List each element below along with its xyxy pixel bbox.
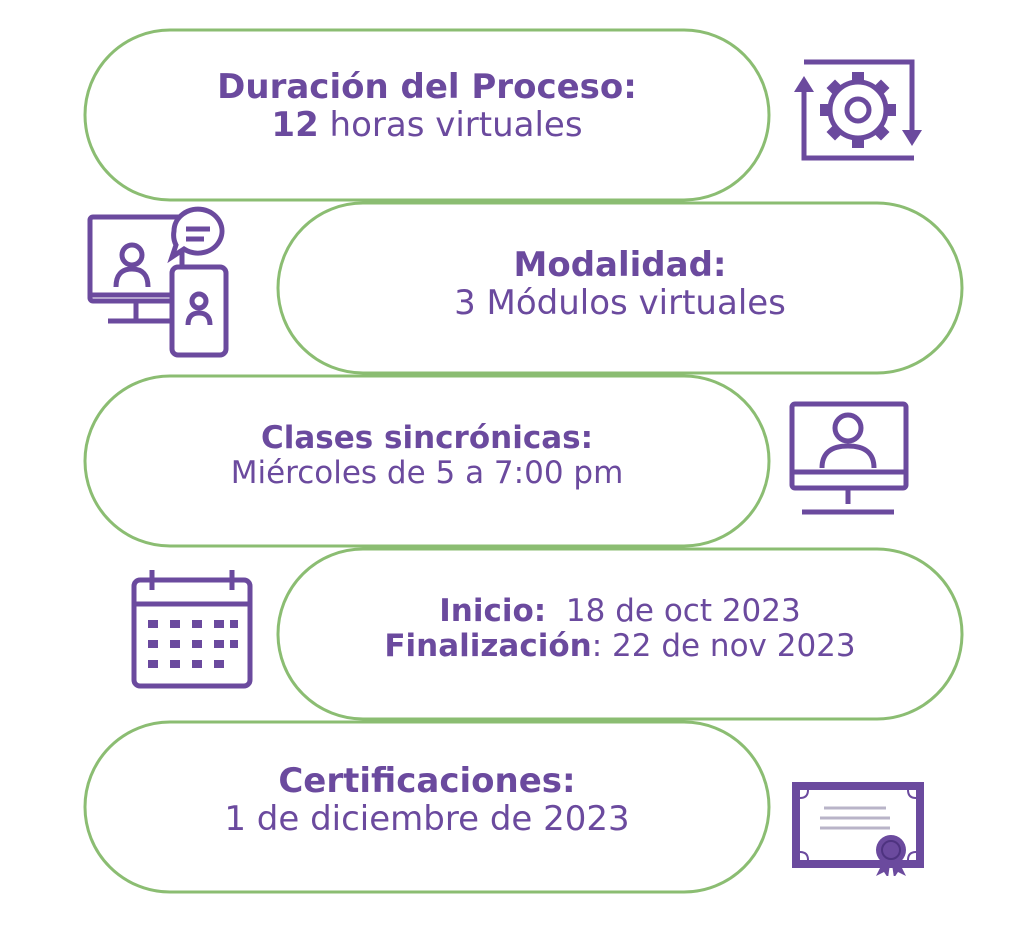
stage-pill-1 [83, 28, 771, 202]
monitor-user-icon [789, 401, 909, 515]
calendar-icon [131, 570, 253, 689]
end-label: Finalización [384, 627, 592, 664]
stage-pill-4 [276, 547, 964, 721]
stage-value-text: horas virtuales [318, 105, 583, 146]
stage-value: Miércoles de 5 a 7:00 pm [230, 454, 624, 491]
stage-dates: Inicio: 18 de oct 2023 Finalización: 22 … [278, 594, 962, 663]
stage-value: 1 de diciembre de 2023 [224, 799, 630, 840]
stage-value-number: 12 [271, 105, 319, 146]
stage-title: Duración del Proceso: [217, 67, 637, 107]
start-value: 18 de oct 2023 [546, 593, 801, 629]
stage-sync-classes: Clases sincrónicas: Miércoles de 5 a 7:0… [85, 421, 769, 490]
end-value: : 22 de nov 2023 [591, 627, 856, 664]
stage-title: Modalidad: [513, 245, 727, 285]
stage-title: Certificaciones: [278, 761, 576, 801]
stage-value: 12 horas virtuales [85, 106, 769, 144]
start-date-line: Inicio: 18 de oct 2023 [278, 594, 962, 629]
stage-certification: Certificaciones: 1 de diciembre de 2023 [85, 762, 769, 838]
stage-title: Clases sincrónicas: [261, 420, 593, 456]
stage-value: 3 Módulos virtuales [454, 283, 786, 324]
end-date-line: Finalización: 22 de nov 2023 [278, 627, 962, 664]
stage-pill-2 [276, 201, 964, 375]
virtual-chat-devices-icon [87, 206, 229, 358]
start-label: Inicio: [439, 593, 547, 629]
stage-modality: Modalidad: 3 Módulos virtuales [278, 246, 962, 322]
certificate-icon [792, 782, 924, 876]
stage-pill-3 [83, 374, 771, 548]
stage-duration: Duración del Proceso: 12 horas virtuales [85, 68, 769, 144]
gear-cycle-icon [794, 59, 922, 161]
stage-pill-5 [83, 720, 771, 894]
